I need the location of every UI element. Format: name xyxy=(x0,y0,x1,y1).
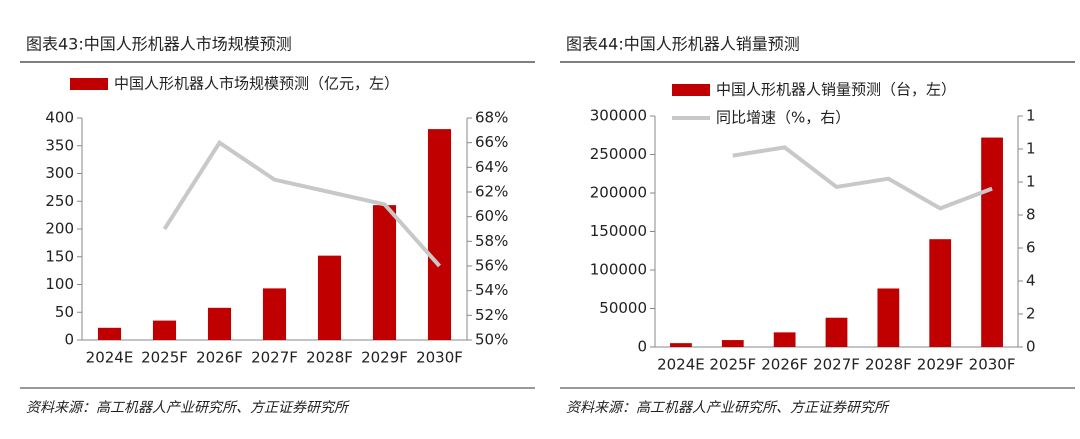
y2-tick-label: 68% xyxy=(475,109,508,127)
y2-tick-label: 2 xyxy=(1026,305,1036,323)
bar xyxy=(207,307,232,340)
y2-tick-label: 62% xyxy=(475,183,508,201)
x-tick-label: 2027F xyxy=(251,349,298,367)
x-tick-label: 2029F xyxy=(361,349,408,367)
bar xyxy=(262,288,287,340)
y2-tick-label: 4 xyxy=(1026,272,1036,290)
x-tick-label: 2026F xyxy=(196,349,243,367)
y-tick-label: 100000 xyxy=(590,261,647,279)
y2-tick-label: 54% xyxy=(475,281,508,299)
y-tick-label: 300000 xyxy=(590,107,647,125)
x-tick-label: 2030F xyxy=(969,356,1016,374)
y2-tick-label: 66% xyxy=(475,133,508,151)
x-tick-label: 2030F xyxy=(416,349,463,367)
y2-tick-label: 6 xyxy=(1026,239,1036,257)
y-tick-label: 0 xyxy=(64,331,74,349)
y-tick-label: 150 xyxy=(45,247,74,265)
y-tick-label: 350 xyxy=(45,136,74,154)
x-tick-label: 2025F xyxy=(709,356,756,374)
y-tick-label: 50 xyxy=(55,303,74,321)
bar xyxy=(372,205,397,340)
y-tick-label: 50000 xyxy=(599,299,647,317)
x-tick-label: 2027F xyxy=(813,356,860,374)
bar xyxy=(317,255,342,340)
source: 资料来源：高工机器人产业研究所、方正证券研究所 xyxy=(26,400,350,416)
x-tick-label: 2025F xyxy=(141,349,188,367)
bar xyxy=(97,327,122,340)
legend-swatch xyxy=(672,84,710,96)
bar xyxy=(670,343,692,347)
x-tick-label: 2024E xyxy=(657,356,705,374)
bar xyxy=(981,137,1003,347)
y2-tick-label: 60% xyxy=(475,207,508,225)
x-tick-label: 2029F xyxy=(917,356,964,374)
y-tick-label: 100 xyxy=(45,275,74,293)
bar xyxy=(721,340,744,347)
y-tick-label: 250000 xyxy=(590,145,647,163)
y2-tick-label: 64% xyxy=(475,158,508,176)
y2-tick-label: 0 xyxy=(1026,338,1036,356)
bar xyxy=(152,320,177,340)
x-tick-label: 2028F xyxy=(306,349,353,367)
legend-swatch xyxy=(70,78,108,90)
x-tick-label: 2026F xyxy=(761,356,808,374)
y-tick-label: 150000 xyxy=(590,222,647,240)
y2-tick-label: 58% xyxy=(475,232,508,250)
y-tick-label: 200 xyxy=(45,220,74,238)
x-tick-label: 2028F xyxy=(865,356,912,374)
legend-label: 中国人形机器人市场规模预测（亿元，左） xyxy=(114,75,399,93)
bar xyxy=(427,129,452,340)
y-tick-label: 250 xyxy=(45,192,74,210)
x-tick-label: 2024E xyxy=(86,349,134,367)
y2-tick-label: 1 xyxy=(1026,140,1036,158)
line xyxy=(162,139,441,268)
y2-tick-label: 52% xyxy=(475,306,508,324)
line xyxy=(732,145,993,211)
y2-tick-label: 1 xyxy=(1026,107,1036,125)
y2-tick-label: 56% xyxy=(475,257,508,275)
y2-tick-label: 50% xyxy=(475,331,508,349)
bar xyxy=(773,332,796,347)
y-tick-label: 400 xyxy=(45,109,74,127)
source: 资料来源：高工机器人产业研究所、方正证券研究所 xyxy=(566,400,890,416)
y-tick-label: 200000 xyxy=(590,184,647,202)
y-tick-label: 300 xyxy=(45,164,74,182)
legend-label: 中国人形机器人销量预测（台，左） xyxy=(716,81,956,99)
y2-tick-label: 8 xyxy=(1026,206,1036,224)
chart-title: 图表44:中国人形机器人销量预测 xyxy=(566,35,800,54)
bar xyxy=(877,288,900,347)
y2-tick-label: 1 xyxy=(1026,173,1036,191)
y-tick-label: 0 xyxy=(637,338,647,356)
chart-title: 图表43:中国人形机器人市场规模预测 xyxy=(26,35,292,54)
legend-label: 同比增速（%，右） xyxy=(716,109,850,127)
bar xyxy=(825,317,848,347)
bar xyxy=(929,239,952,347)
